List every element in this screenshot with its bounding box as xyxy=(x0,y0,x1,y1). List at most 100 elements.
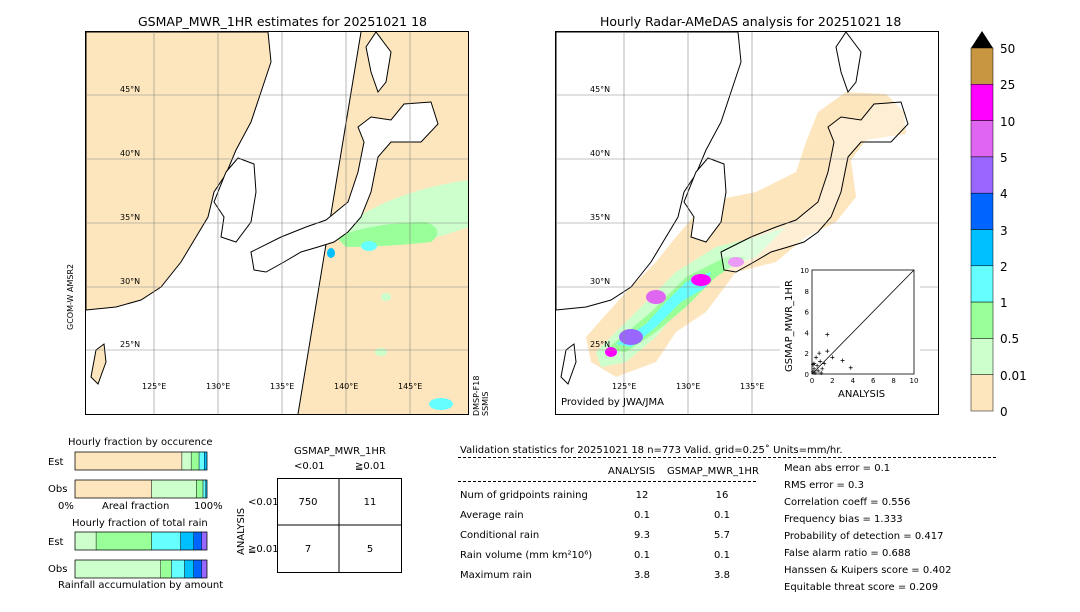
lat-label-45: 45°N xyxy=(120,85,141,94)
colorbar-swatch xyxy=(970,84,994,121)
colorbar-tick-label: 25 xyxy=(1000,78,1016,93)
lat-label-25: 25°N xyxy=(120,340,141,349)
occurrence-xlabel: Areal fraction xyxy=(102,501,170,512)
bar-segment xyxy=(160,559,172,579)
bar-segment xyxy=(204,451,208,471)
bar-outline xyxy=(74,531,208,551)
amount-chart xyxy=(74,531,208,579)
scatter-point xyxy=(813,370,818,375)
rain-area-moderate xyxy=(336,222,438,247)
rain-area-intense xyxy=(605,347,617,357)
validation-row-gsmap: 3.8 xyxy=(714,570,730,581)
colorbar-tick-label: 50 xyxy=(1000,42,1016,56)
rain-area-intense xyxy=(646,290,666,304)
scatter-xtick: 0 xyxy=(810,377,814,385)
colorbar-tick-label: 0.01 xyxy=(1000,368,1027,383)
rain-area-intense xyxy=(619,329,643,345)
lon-label-135: 135°E xyxy=(270,382,295,391)
lat-label-40: 40°N xyxy=(120,149,141,158)
scatter-point xyxy=(812,366,817,371)
validation-table-divider xyxy=(458,481,756,482)
colorbar-tick-label: 0.5 xyxy=(1000,332,1020,347)
bar-segment xyxy=(196,479,204,499)
validation-score: Frequency bias = 1.333 xyxy=(784,514,903,525)
right-map-title: Hourly Radar-AMeDAS analysis for 2025102… xyxy=(600,14,902,29)
validation-score: Probability of detection = 0.417 xyxy=(784,531,944,542)
lat-label-30: 30°N xyxy=(120,277,141,286)
occurrence-row-est: Est xyxy=(48,457,64,468)
colorbar xyxy=(970,31,994,412)
left-map: 45°N 40°N 35°N 30°N 25°N 125°E 130°E 135… xyxy=(85,31,469,415)
contingency-side-label: ANALYSIS xyxy=(236,507,247,555)
colorbar-tick-label: 0 xyxy=(1000,405,1008,419)
lat-label-30: 30°N xyxy=(590,277,611,286)
rain-area-heavy xyxy=(327,248,335,258)
scatter-point xyxy=(825,332,830,337)
scatter-point xyxy=(817,351,822,356)
validation-row-label: Rain volume (mm km²10⁶) xyxy=(460,550,593,561)
lon-label-125: 125°E xyxy=(142,382,167,391)
scatter-point xyxy=(818,359,823,364)
coastline-taiwan xyxy=(90,343,107,385)
rain-area-heavy xyxy=(361,241,377,251)
validation-score: RMS error = 0.3 xyxy=(784,480,864,491)
rain-area-spot xyxy=(429,398,453,410)
contingency-cell-hit: 5 xyxy=(366,544,374,555)
scatter-xtick: 4 xyxy=(851,377,856,385)
coastline-japan xyxy=(250,101,439,273)
contingency-col-2: ≧0.01 xyxy=(355,461,386,472)
scatter-point xyxy=(830,355,835,360)
validation-row-gsmap: 5.7 xyxy=(714,530,730,541)
coastline-sakhalin xyxy=(365,32,392,94)
scatter-ylabel: GSMAP_MWR_1HR xyxy=(784,280,795,372)
validation-score: Hanssen & Kuipers score = 0.402 xyxy=(784,565,952,576)
bar-segment xyxy=(190,451,200,471)
occurrence-chart xyxy=(74,451,208,499)
bar-segment xyxy=(201,559,208,579)
occurrence-bars xyxy=(74,451,208,499)
coastline-mainland xyxy=(86,32,272,311)
coastline-korea xyxy=(683,157,727,243)
validation-row-analysis: 3.8 xyxy=(634,570,650,581)
bar-outline xyxy=(74,479,208,499)
scatter-xtick: 8 xyxy=(891,377,895,385)
validation-row-label: Average rain xyxy=(460,510,524,521)
colorbar-over-arrow xyxy=(971,31,993,48)
validation-col-gsmap: GSMAP_MWR_1HR xyxy=(667,466,759,477)
rain-area-intense xyxy=(728,257,744,267)
lon-label-125: 125°E xyxy=(612,382,637,391)
rain-area-intense xyxy=(691,274,711,286)
bar-segment xyxy=(202,479,206,499)
bar-segment xyxy=(181,451,192,471)
colorbar-swatches xyxy=(970,47,994,412)
colorbar-swatch xyxy=(970,192,994,230)
lat-label-35: 35°N xyxy=(590,213,611,222)
validation-score: Equitable threat score = 0.209 xyxy=(784,582,939,593)
scatter-point xyxy=(816,368,821,373)
validation-row-analysis: 12 xyxy=(635,490,649,501)
bar-segment xyxy=(74,559,162,579)
validation-score: Mean abs error = 0.1 xyxy=(784,463,891,474)
provided-by-label: Provided by JWA/JMA xyxy=(561,397,664,408)
occurrence-title: Hourly fraction by occurence xyxy=(68,437,213,448)
contingency-title: GSMAP_MWR_1HR xyxy=(294,446,386,457)
left-map-canvas xyxy=(86,32,468,414)
scatter-diagonal xyxy=(811,269,915,375)
lon-label-130: 130°E xyxy=(676,382,701,391)
rain-area-heavy xyxy=(616,272,711,347)
colorbar-swatch xyxy=(970,156,994,194)
scatter-xtick: 6 xyxy=(871,377,876,385)
colorbar-tick-label: 3 xyxy=(1000,223,1008,238)
coastline-sakhalin xyxy=(835,32,862,94)
coastline-taiwan xyxy=(560,343,577,385)
amount-row-obs: Obs xyxy=(48,564,68,575)
bar-segment xyxy=(74,479,152,499)
bar-segment xyxy=(74,451,183,471)
scatter-xtick: 2 xyxy=(830,377,834,385)
colorbar-tick-label: 5 xyxy=(1000,150,1008,165)
scatter-ytick: 0 xyxy=(805,371,809,379)
bar-segment xyxy=(198,451,205,471)
colorbar-swatch xyxy=(970,229,994,267)
scatter-point xyxy=(820,366,825,371)
bar-segment xyxy=(201,531,208,551)
